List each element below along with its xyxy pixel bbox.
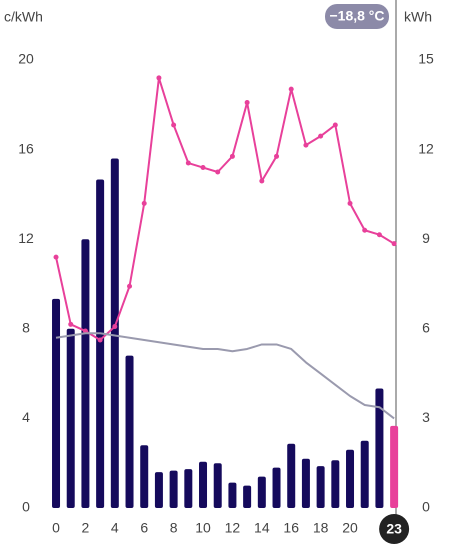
bar xyxy=(213,463,222,508)
line-marker xyxy=(185,160,191,166)
bar xyxy=(228,482,237,508)
bar xyxy=(199,461,208,508)
temperature-badge-bg xyxy=(325,4,389,29)
y2-tick-label: 15 xyxy=(418,51,434,67)
y-axis-title: c/kWh xyxy=(4,9,43,25)
x-tick-label: 20 xyxy=(342,520,358,536)
line-marker xyxy=(97,337,103,343)
line-marker xyxy=(244,100,250,106)
bar xyxy=(257,476,266,508)
y2-tick-label: 6 xyxy=(422,320,430,336)
bar xyxy=(184,469,193,508)
selected-hour-badge-bg xyxy=(379,514,410,544)
bar xyxy=(375,388,384,508)
line-marker xyxy=(68,321,74,327)
bar xyxy=(125,355,134,508)
line xyxy=(55,332,395,420)
line-marker xyxy=(141,200,147,206)
bar xyxy=(66,328,75,508)
bar xyxy=(243,485,252,508)
bar xyxy=(272,467,281,508)
line-marker xyxy=(53,254,59,260)
x-tick-label: 8 xyxy=(170,520,178,536)
bar xyxy=(81,239,90,508)
line-marker xyxy=(274,153,280,159)
line-marker xyxy=(200,165,206,171)
line-marker xyxy=(288,86,294,92)
temperature-badge: −18,8 °C xyxy=(329,8,384,24)
line-marker xyxy=(215,169,221,175)
y-tick-label: 16 xyxy=(18,140,34,156)
x-tick-label: 16 xyxy=(283,520,299,536)
line-marker xyxy=(171,122,177,128)
y2-tick-label: 3 xyxy=(422,409,430,425)
y-tick-label: 12 xyxy=(18,230,34,246)
bar xyxy=(154,472,163,508)
line-marker xyxy=(229,153,235,159)
bar xyxy=(346,449,355,508)
y2-tick-label: 9 xyxy=(422,230,430,246)
bar xyxy=(52,298,61,508)
line-marker xyxy=(127,283,133,289)
y-tick-label: 20 xyxy=(18,51,34,67)
y-tick-label: 8 xyxy=(22,320,30,336)
x-tick-label: 2 xyxy=(82,520,90,536)
x-tick-label: 18 xyxy=(313,520,329,536)
line-marker xyxy=(259,178,265,184)
bar xyxy=(390,425,399,508)
line-marker xyxy=(376,232,382,238)
x-tick-label: 10 xyxy=(195,520,211,536)
y2-axis-title: kWh xyxy=(404,9,432,25)
line-marker xyxy=(332,122,338,128)
y2-tick-label: 12 xyxy=(418,140,434,156)
x-tick-label: 14 xyxy=(254,520,270,536)
y-tick-label: 4 xyxy=(22,409,30,425)
x-tick-label: 4 xyxy=(111,520,119,536)
bar xyxy=(301,458,310,508)
line-marker xyxy=(156,75,162,81)
line xyxy=(55,76,395,341)
bar xyxy=(316,466,325,508)
bar xyxy=(331,460,340,508)
line-marker xyxy=(362,227,368,233)
x-tick-label: 12 xyxy=(225,520,241,536)
x-tick-label: 0 xyxy=(52,520,60,536)
bar xyxy=(110,158,119,508)
bar xyxy=(287,443,296,508)
line-marker xyxy=(303,142,309,148)
line-marker xyxy=(347,200,353,206)
selected-hour-badge: 23 xyxy=(386,521,402,537)
bar xyxy=(169,470,178,508)
bar xyxy=(140,445,149,508)
y-tick-label: 0 xyxy=(22,499,30,515)
line-marker xyxy=(318,133,324,139)
bar xyxy=(96,179,105,508)
bar xyxy=(360,440,369,508)
x-tick-label: 6 xyxy=(140,520,148,536)
line-marker xyxy=(391,241,397,247)
line-marker xyxy=(112,324,118,330)
y2-tick-label: 0 xyxy=(422,499,430,515)
